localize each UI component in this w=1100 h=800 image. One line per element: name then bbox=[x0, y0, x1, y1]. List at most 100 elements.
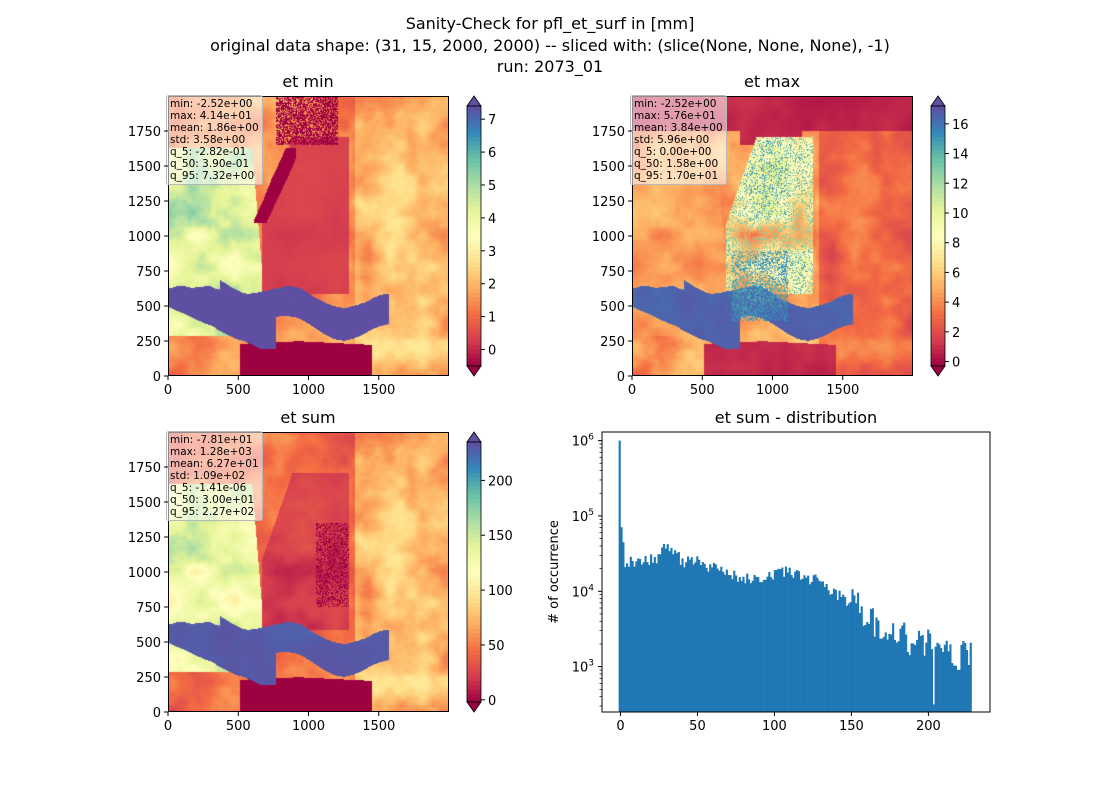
colorbar-segment bbox=[467, 520, 481, 525]
histogram-bar bbox=[827, 590, 830, 712]
histogram-bar bbox=[845, 605, 849, 712]
histogram-bar bbox=[925, 642, 928, 712]
y-tick-label: 500 bbox=[136, 300, 161, 315]
colorbar-segment bbox=[467, 541, 481, 547]
colorbar-segment bbox=[931, 331, 945, 337]
colorbar-segment bbox=[467, 253, 481, 259]
colorbar-segment bbox=[931, 175, 945, 181]
colorbar-segment bbox=[467, 650, 481, 655]
histogram-bar bbox=[664, 548, 667, 712]
histogram-bar bbox=[777, 568, 780, 712]
colorbar-segment bbox=[931, 279, 945, 285]
colorbar-segment bbox=[467, 472, 481, 478]
histogram-bar bbox=[864, 624, 867, 712]
histogram-bar bbox=[914, 645, 917, 712]
colorbar-tick-label: 4 bbox=[952, 296, 960, 311]
y-tick-label: 250 bbox=[600, 335, 625, 350]
histogram-bar bbox=[696, 556, 699, 712]
colorbar-segment bbox=[467, 179, 481, 185]
histogram-bar bbox=[930, 649, 934, 712]
histogram-bar bbox=[829, 594, 832, 712]
colorbar-tick-label: 150 bbox=[488, 529, 513, 544]
colorbar-segment bbox=[467, 602, 481, 608]
colorbar-segment bbox=[467, 572, 481, 577]
histogram-bar bbox=[906, 652, 910, 712]
x-tick-label: 1000 bbox=[292, 719, 325, 734]
colorbar-segment bbox=[467, 149, 481, 155]
histogram-bar bbox=[932, 704, 935, 712]
colorbar-segment bbox=[467, 671, 481, 677]
colorbar-segment bbox=[467, 106, 481, 111]
y-tick-label: 250 bbox=[136, 671, 161, 686]
histogram-bar bbox=[672, 554, 675, 712]
colorbar-segment bbox=[467, 576, 481, 582]
colorbar-segment bbox=[931, 218, 945, 224]
histogram-bar bbox=[945, 640, 948, 712]
colorbar-segment bbox=[931, 348, 945, 354]
colorbar-segment bbox=[467, 340, 481, 345]
colorbar-segment bbox=[467, 257, 481, 263]
histogram-bar bbox=[805, 577, 808, 712]
histogram-bar bbox=[860, 606, 863, 712]
x-tick-label: 1000 bbox=[292, 383, 325, 398]
histogram-bar bbox=[705, 567, 708, 712]
histogram-bar bbox=[921, 634, 924, 712]
colorbar-segment bbox=[467, 305, 481, 311]
histogram-bar bbox=[964, 643, 967, 712]
y-tick-label: 1750 bbox=[128, 461, 161, 476]
colorbar-segment bbox=[467, 275, 481, 280]
colorbar-segment bbox=[931, 327, 945, 332]
colorbar-outline bbox=[930, 105, 946, 367]
histogram-bar bbox=[840, 596, 843, 712]
histogram-bar bbox=[698, 559, 701, 712]
colorbar-segment bbox=[467, 606, 481, 612]
panel-title-et-min: et min bbox=[282, 72, 334, 91]
colorbar-segment bbox=[467, 697, 481, 703]
colorbar-segment bbox=[467, 296, 481, 302]
histogram-bar bbox=[770, 577, 773, 712]
colorbar-segment bbox=[931, 305, 945, 311]
y-tick-label: 1000 bbox=[128, 566, 161, 581]
x-tick-label: 150 bbox=[839, 719, 864, 734]
colorbar-segment bbox=[467, 218, 481, 224]
histogram-bar bbox=[960, 644, 963, 712]
histogram-bar bbox=[897, 641, 900, 712]
colorbar-segment bbox=[467, 123, 481, 129]
colorbar-segment bbox=[467, 476, 481, 482]
histogram-bar bbox=[831, 593, 834, 712]
y-tick-label: 750 bbox=[600, 265, 625, 280]
colorbar-segment bbox=[467, 619, 481, 625]
histogram-bar bbox=[703, 563, 706, 712]
x-tick-label: 1500 bbox=[826, 383, 859, 398]
histogram-bar bbox=[686, 556, 690, 712]
histogram-bar bbox=[938, 644, 941, 712]
colorbar-segment bbox=[467, 598, 481, 603]
y-tick-label: 1250 bbox=[592, 195, 625, 210]
histogram-bar bbox=[714, 564, 717, 712]
colorbar-segment bbox=[467, 353, 481, 358]
colorbar-segment bbox=[467, 175, 481, 181]
colorbar-segment bbox=[467, 348, 481, 354]
colorbar-tick-label: 2 bbox=[488, 278, 496, 293]
histogram-bar bbox=[823, 586, 826, 712]
colorbar-extend-low bbox=[930, 365, 946, 377]
colorbar-segment bbox=[931, 132, 945, 137]
colorbar-segment bbox=[467, 361, 481, 367]
colorbar-segment bbox=[467, 357, 481, 363]
colorbar-segment bbox=[467, 223, 481, 228]
colorbar-segment bbox=[467, 507, 481, 512]
colorbar-segment bbox=[467, 158, 481, 163]
colorbar-segment bbox=[931, 214, 945, 220]
histogram-bar bbox=[880, 638, 884, 712]
histogram-bar bbox=[941, 652, 945, 712]
colorbar-outline bbox=[466, 105, 482, 367]
colorbar-segment bbox=[467, 184, 481, 189]
histogram-bar bbox=[666, 544, 669, 712]
histogram-bar bbox=[877, 620, 880, 712]
histogram-bar bbox=[622, 542, 625, 712]
colorbar-segment bbox=[931, 149, 945, 155]
histogram-bar bbox=[718, 570, 721, 712]
histogram-bar bbox=[638, 558, 642, 712]
colorbar-segment bbox=[467, 205, 481, 211]
colorbar-tick-label: 50 bbox=[488, 639, 505, 654]
